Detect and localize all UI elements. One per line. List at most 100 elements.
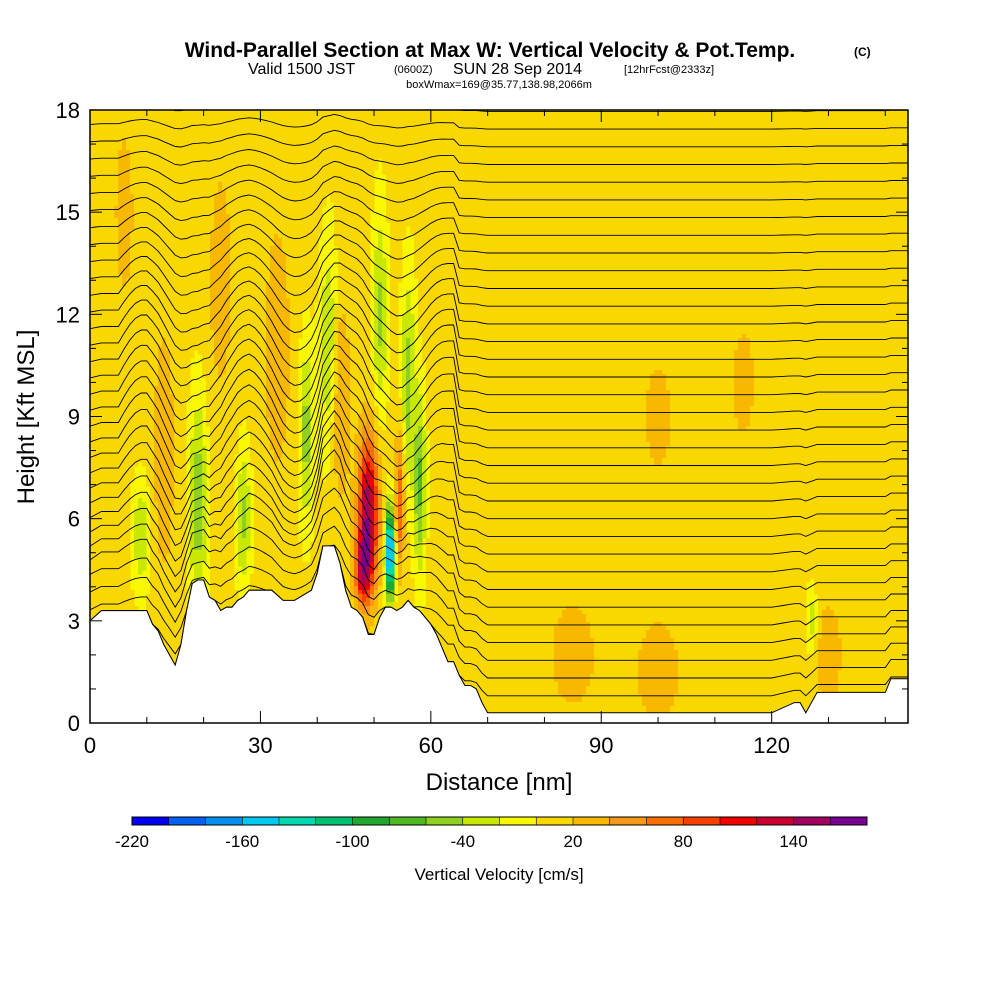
heatmap-cell xyxy=(898,134,903,139)
heatmap-cell xyxy=(634,166,639,171)
heatmap-cell xyxy=(786,138,791,143)
heatmap-cell xyxy=(114,138,119,143)
heatmap-cell xyxy=(226,110,231,115)
heatmap-cell xyxy=(694,170,699,175)
heatmap-cell xyxy=(610,194,615,199)
heatmap-cell xyxy=(566,130,571,135)
heatmap-cell xyxy=(282,122,287,127)
heatmap-cell xyxy=(182,118,187,123)
heatmap-cell xyxy=(890,134,895,139)
heatmap-cell xyxy=(766,126,771,131)
heatmap-cell xyxy=(434,190,439,195)
heatmap-cell xyxy=(710,134,715,139)
heatmap-cell xyxy=(574,194,579,199)
heatmap-cell xyxy=(358,138,363,143)
heatmap-cell xyxy=(414,142,419,147)
heatmap-cell xyxy=(418,162,423,167)
heatmap-cell xyxy=(562,138,567,143)
heatmap-cell xyxy=(458,198,463,203)
heatmap-cell xyxy=(494,202,499,207)
heatmap-cell xyxy=(122,150,127,155)
heatmap-cell xyxy=(618,190,623,195)
heatmap-cell xyxy=(286,126,291,131)
heatmap-cell xyxy=(182,134,187,139)
heatmap-cell xyxy=(206,150,211,155)
heatmap-cell xyxy=(442,162,447,167)
heatmap-cell xyxy=(146,126,151,131)
heatmap-cell xyxy=(246,130,251,135)
heatmap-cell xyxy=(662,122,667,127)
heatmap-cell xyxy=(406,138,411,143)
heatmap-cell xyxy=(510,190,515,195)
heatmap-cell xyxy=(274,202,279,207)
heatmap-cell xyxy=(606,190,611,195)
heatmap-cell xyxy=(698,190,703,195)
heatmap-cell xyxy=(426,110,431,115)
heatmap-cell xyxy=(310,126,315,131)
heatmap-cell xyxy=(846,170,851,175)
heatmap-cell xyxy=(154,194,159,199)
heatmap-cell xyxy=(102,154,107,159)
heatmap-cell xyxy=(882,146,887,151)
heatmap-cell xyxy=(170,146,175,151)
heatmap-cell xyxy=(730,174,735,179)
heatmap-cell xyxy=(494,118,499,123)
heatmap-cell xyxy=(898,114,903,119)
heatmap-cell xyxy=(490,190,495,195)
heatmap-cell xyxy=(110,166,115,171)
heatmap-cell xyxy=(466,138,471,143)
heatmap-cell xyxy=(214,138,219,143)
heatmap-cell xyxy=(310,138,315,143)
heatmap-cell xyxy=(466,194,471,199)
heatmap-cell xyxy=(550,170,555,175)
heatmap-cell xyxy=(574,134,579,139)
heatmap-cell xyxy=(90,170,95,175)
heatmap-cell xyxy=(114,134,119,139)
heatmap-cell xyxy=(462,202,467,207)
heatmap-cell xyxy=(366,202,371,207)
heatmap-cell xyxy=(426,138,431,143)
heatmap-cell xyxy=(270,178,275,183)
heatmap-cell xyxy=(338,138,343,143)
heatmap-cell xyxy=(714,138,719,143)
heatmap-cell xyxy=(182,170,187,175)
heatmap-cell xyxy=(414,206,419,211)
heatmap-cell xyxy=(570,182,575,187)
heatmap-cell xyxy=(822,154,827,159)
heatmap-cell xyxy=(478,166,483,171)
heatmap-cell xyxy=(430,162,435,167)
heatmap-cell xyxy=(474,158,479,163)
heatmap-cell xyxy=(154,126,159,131)
heatmap-cell xyxy=(178,178,183,183)
heatmap-cell xyxy=(218,146,223,151)
heatmap-cell xyxy=(662,150,667,155)
heatmap-cell xyxy=(526,174,531,179)
heatmap-cell xyxy=(590,138,595,143)
heatmap-cell xyxy=(506,182,511,187)
heatmap-cell xyxy=(366,198,371,203)
heatmap-cell xyxy=(674,130,679,135)
heatmap-cell xyxy=(646,190,651,195)
heatmap-cell xyxy=(694,122,699,127)
heatmap-cell xyxy=(506,110,511,115)
heatmap-cell xyxy=(506,206,511,211)
heatmap-cell xyxy=(782,174,787,179)
heatmap-cell xyxy=(734,154,739,159)
heatmap-cell xyxy=(730,142,735,147)
heatmap-cell xyxy=(802,150,807,155)
heatmap-cell xyxy=(154,190,159,195)
heatmap-cell xyxy=(702,122,707,127)
heatmap-cell xyxy=(110,186,115,191)
heatmap-cell xyxy=(474,174,479,179)
heatmap-cell xyxy=(466,186,471,191)
heatmap-cell xyxy=(594,146,599,151)
heatmap-cell xyxy=(602,170,607,175)
heatmap-cell xyxy=(318,110,323,115)
heatmap-cell xyxy=(250,198,255,203)
heatmap-cell xyxy=(658,174,663,179)
heatmap-cell xyxy=(162,166,167,171)
heatmap-cell xyxy=(730,182,735,187)
heatmap-cell xyxy=(366,190,371,195)
heatmap-cell xyxy=(578,178,583,183)
heatmap-cell xyxy=(246,114,251,119)
